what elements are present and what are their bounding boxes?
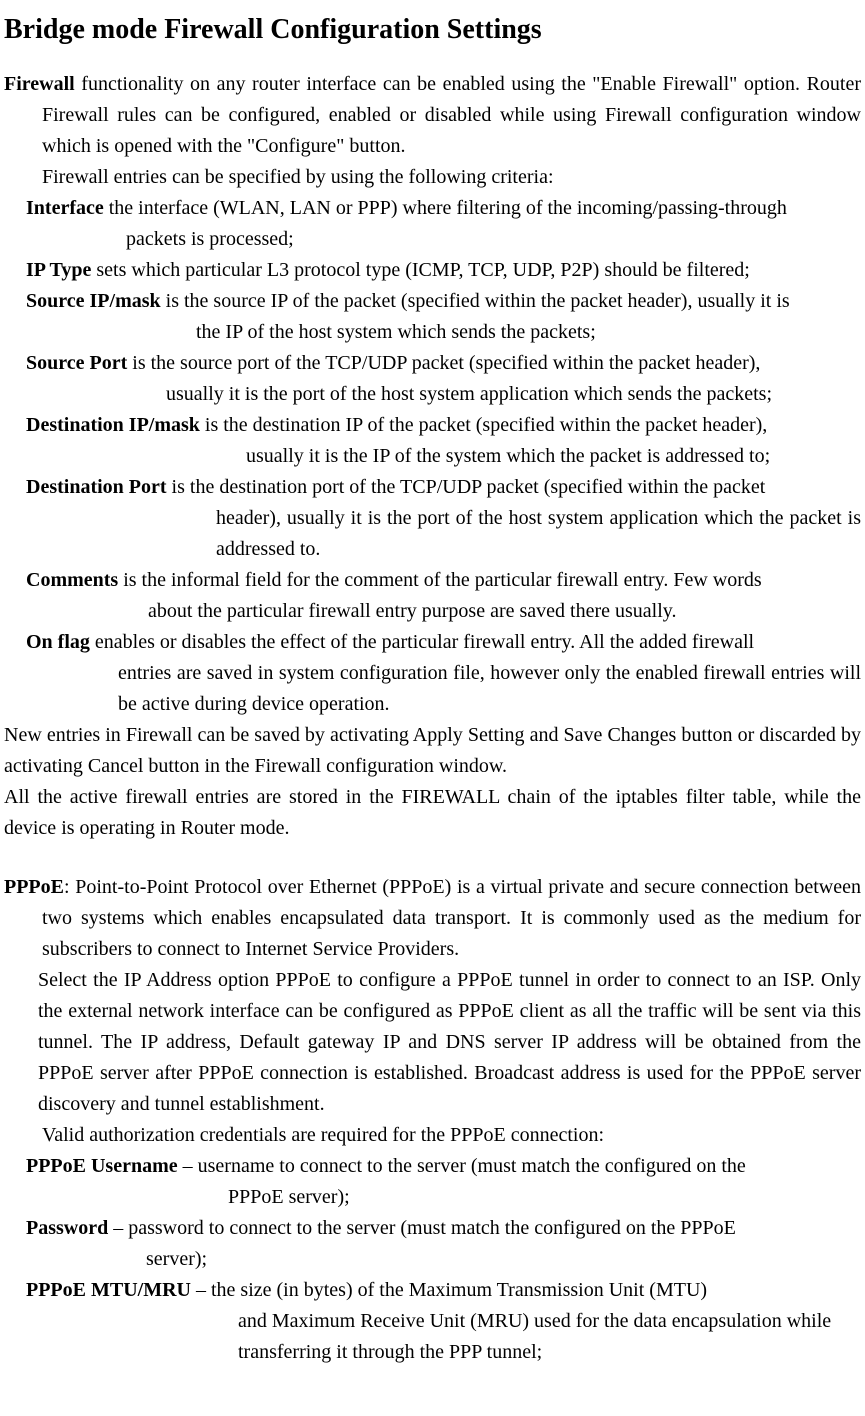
term-password: Password	[26, 1217, 108, 1239]
field-mtu: PPPoE MTU/MRU – the size (in bytes) of t…	[26, 1275, 861, 1368]
criteria-destport: Destination Port is the destination port…	[26, 472, 861, 565]
def-sourceip-1: is the source IP of the packet (specifie…	[161, 290, 790, 312]
criteria-onflag: On flag enables or disables the effect o…	[26, 627, 861, 720]
def-destport-1: is the destination port of the TCP/UDP p…	[167, 476, 766, 498]
term-destip: Destination IP/mask	[26, 414, 200, 436]
firewall-criteria-list: Interface the interface (WLAN, LAN or PP…	[4, 193, 861, 720]
document-page: Bridge mode Firewall Configuration Setti…	[0, 0, 865, 1388]
criteria-interface: Interface the interface (WLAN, LAN or PP…	[26, 193, 861, 255]
def-interface-2: packets is processed;	[26, 224, 861, 255]
def-destip-2: usually it is the IP of the system which…	[26, 441, 861, 472]
field-password: Password – password to connect to the se…	[26, 1213, 861, 1275]
def-onflag-2: entries are saved in system configuratio…	[26, 658, 861, 720]
def-password-1: – password to connect to the server (mus…	[108, 1217, 736, 1239]
pppoe-para1: PPPoE: Point-to-Point Protocol over Ethe…	[4, 872, 861, 965]
field-username: PPPoE Username – username to connect to …	[26, 1151, 861, 1213]
term-sourceip: Source IP/mask	[26, 290, 161, 312]
pppoe-p1-rest: : Point-to-Point Protocol over Ethernet …	[42, 876, 861, 960]
section-spacer	[4, 844, 861, 872]
def-comments-1: is the informal field for the comment of…	[118, 569, 762, 591]
criteria-destip: Destination IP/mask is the destination I…	[26, 410, 861, 472]
criteria-comments: Comments is the informal field for the c…	[26, 565, 861, 627]
term-iptype: IP Type	[26, 259, 91, 281]
pppoe-para2: Select the IP Address option PPPoE to co…	[4, 965, 861, 1120]
def-username-2: PPPoE server);	[26, 1182, 861, 1213]
def-password-2: server);	[26, 1244, 861, 1275]
term-destport: Destination Port	[26, 476, 167, 498]
criteria-iptype: IP Type sets which particular L3 protoco…	[26, 255, 861, 286]
criteria-sourceport: Source Port is the source port of the TC…	[26, 348, 861, 410]
term-username: PPPoE Username	[26, 1155, 178, 1177]
def-destport-2: header), usually it is the port of the h…	[26, 503, 861, 565]
page-title: Bridge mode Firewall Configuration Setti…	[4, 8, 861, 51]
def-sourceip-2: the IP of the host system which sends th…	[26, 317, 861, 348]
term-onflag: On flag	[26, 631, 90, 653]
firewall-intro: Firewall functionality on any router int…	[4, 69, 861, 162]
firewall-bold-lead: Firewall	[4, 73, 75, 95]
term-sourceport: Source Port	[26, 352, 127, 374]
def-mtu-1: – the size (in bytes) of the Maximum Tra…	[191, 1279, 707, 1301]
def-comments-2: about the particular firewall entry purp…	[26, 596, 861, 627]
firewall-intro-l1: functionality on any router interface ca…	[75, 73, 800, 95]
firewall-footer-p2: All the active firewall entries are stor…	[4, 782, 861, 844]
def-iptype-1: sets which particular L3 protocol type (…	[91, 259, 749, 281]
pppoe-bold-lead: PPPoE	[4, 876, 64, 898]
term-comments: Comments	[26, 569, 118, 591]
term-mtu: PPPoE MTU/MRU	[26, 1279, 191, 1301]
def-interface-1: the interface (WLAN, LAN or PPP) where f…	[104, 197, 787, 219]
firewall-footer-p1: New entries in Firewall can be saved by …	[4, 720, 861, 782]
pppoe-para3: Valid authorization credentials are requ…	[4, 1120, 861, 1151]
def-onflag-1: enables or disables the effect of the pa…	[90, 631, 754, 653]
def-sourceport-1: is the source port of the TCP/UDP packet…	[127, 352, 760, 374]
firewall-intro-p2: Firewall entries can be specified by usi…	[4, 162, 861, 193]
def-destip-1: is the destination IP of the packet (spe…	[200, 414, 767, 436]
criteria-sourceip: Source IP/mask is the source IP of the p…	[26, 286, 861, 348]
def-sourceport-2: usually it is the port of the host syste…	[26, 379, 861, 410]
pppoe-field-list: PPPoE Username – username to connect to …	[4, 1151, 861, 1368]
def-username-1: – username to connect to the server (mus…	[178, 1155, 746, 1177]
def-mtu-2: and Maximum Receive Unit (MRU) used for …	[26, 1306, 861, 1368]
term-interface: Interface	[26, 197, 104, 219]
